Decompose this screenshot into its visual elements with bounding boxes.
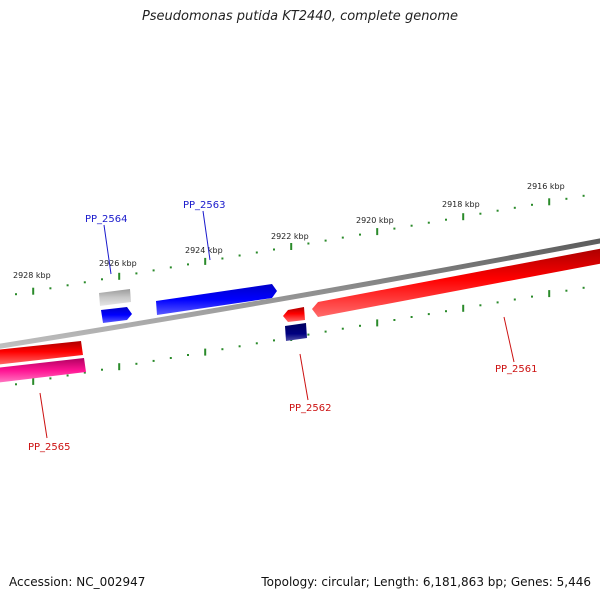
ruler-label-2926: 2926 kbp (99, 259, 137, 268)
label-pp-2562: PP_2562 (289, 403, 332, 414)
leader-pp-2561 (503, 316, 515, 363)
gene-pp-2565-pink[interactable] (0, 358, 86, 383)
ruler-label-2916: 2916 kbp (527, 182, 565, 191)
gene-pp-2563[interactable] (156, 284, 277, 315)
leader-pp-2562 (299, 353, 309, 401)
accession-text: Accession: NC_002947 (9, 575, 146, 589)
ruler-label-2928: 2928 kbp (13, 271, 51, 280)
inner-tick-ring (15, 286, 585, 386)
gene-pp-2561[interactable] (312, 248, 600, 317)
ruler-label-2924: 2924 kbp (185, 246, 223, 255)
gene-pp-2565[interactable] (0, 341, 83, 365)
ruler-label-2920: 2920 kbp (356, 216, 394, 225)
label-pp-2561: PP_2561 (495, 364, 538, 375)
gene-pp-2562-navy[interactable] (285, 323, 307, 341)
gene-pp-2562[interactable] (283, 307, 305, 322)
gene-pp-2564[interactable] (101, 307, 132, 323)
label-pp-2564: PP_2564 (85, 214, 128, 225)
genome-backbone (0, 238, 600, 349)
label-pp-2565: PP_2565 (28, 442, 71, 453)
outer-tick-ring (15, 194, 585, 296)
leader-pp-2565 (39, 392, 48, 439)
gene-pp-2564-gray[interactable] (99, 289, 131, 306)
label-pp-2563: PP_2563 (183, 200, 226, 211)
ruler-label-2922: 2922 kbp (271, 232, 309, 241)
ruler-label-2918: 2918 kbp (442, 200, 480, 209)
leader-pp-2564 (103, 224, 112, 275)
leader-pp-2563 (202, 210, 211, 261)
map-title: Pseudomonas putida KT2440, complete geno… (141, 9, 459, 24)
genome-summary-text: Topology: circular; Length: 6,181,863 bp… (261, 575, 591, 589)
